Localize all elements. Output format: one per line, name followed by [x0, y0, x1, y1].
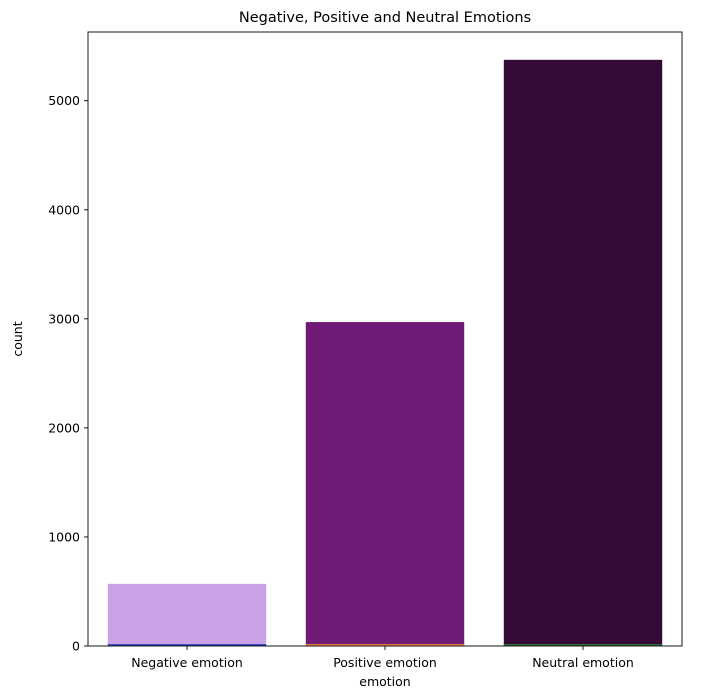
y-axis: 0 1000 2000 3000 4000 5000 — [48, 93, 88, 654]
bar-positive-emotion — [305, 322, 465, 646]
y-tick-label: 0 — [72, 639, 80, 654]
bar-negative-emotion — [107, 583, 267, 646]
y-axis-label: count — [10, 321, 25, 356]
chart-title: Negative, Positive and Neutral Emotions — [239, 10, 531, 26]
bars-group — [107, 59, 663, 647]
x-tick-label: Negative emotion — [131, 655, 243, 670]
x-axis: Negative emotion Positive emotion Neutral … — [131, 646, 634, 670]
y-tick-label: 1000 — [48, 529, 80, 544]
y-tick-label: 4000 — [48, 202, 80, 217]
y-tick-label: 3000 — [48, 311, 80, 326]
x-axis-label: emotion — [359, 674, 410, 689]
x-tick-label: Positive emotion — [333, 655, 437, 670]
y-tick-label: 5000 — [48, 93, 80, 108]
bar-neutral-emotion — [503, 59, 663, 647]
x-tick-label: Neutral emotion — [532, 655, 634, 670]
y-tick-label: 2000 — [48, 420, 80, 435]
plot-frame — [87, 31, 683, 647]
